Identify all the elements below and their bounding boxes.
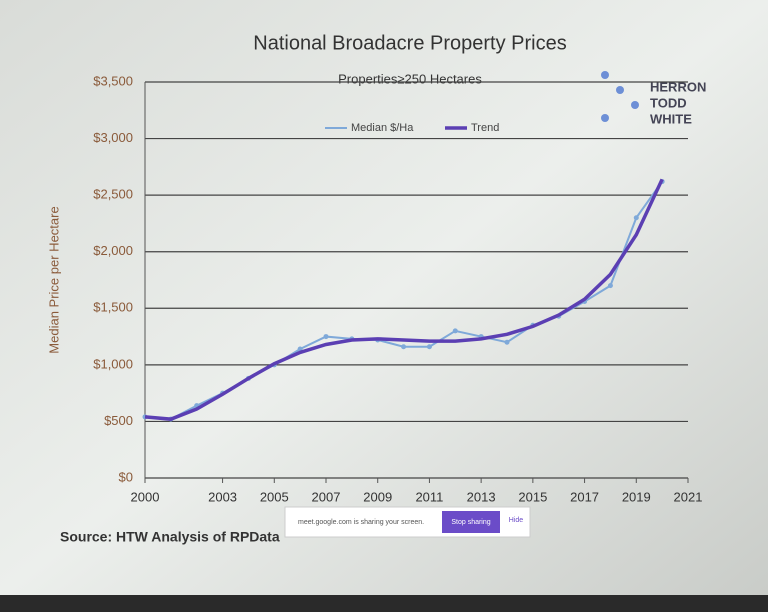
source: Source: HTW Analysis of RPData [60,529,280,545]
x-tick-label: 2021 [674,489,703,504]
y-tick-label: $0 [119,469,133,484]
point [452,328,458,334]
share-bar: meet.google.com is sharing your screen. … [284,506,531,538]
logo-text: TODD [650,95,687,110]
x-tick-label: 2003 [208,489,237,504]
y-axis-label: Median Price per Hectare [46,206,61,353]
hide-button[interactable]: Hide [509,517,524,524]
logo-dot [601,114,609,122]
point [504,339,510,345]
y-tick-label: $2,500 [93,187,133,202]
share-message: meet.google.com is sharing your screen. [298,519,424,526]
x-tick-label: 2011 [415,489,443,504]
x-tick-label: 2019 [622,489,651,504]
y-tick-label: $500 [104,413,133,428]
stop-button[interactable] [442,511,500,533]
x-tick-label: 2015 [518,489,547,504]
chart-subtitle: Properties≥250 Hectares [338,71,482,86]
point [633,215,639,221]
legend-label: Median $/Ha [351,122,414,134]
point [401,344,407,350]
chart-title: National Broadacre Property Prices [253,32,566,54]
logo-text: HERRON [650,79,706,94]
x-tick-label: 2005 [260,489,289,504]
logo-text: WHITE [650,111,692,126]
y-tick-label: $1,000 [93,356,133,371]
x-tick-label: 2017 [570,489,599,504]
y-tick-label: $3,500 [93,73,133,88]
y-tick-label: $3,000 [93,130,133,145]
point [607,283,613,289]
stop-label[interactable]: Stop sharing [451,519,490,526]
y-tick-label: $2,000 [93,243,133,258]
point [323,334,329,340]
series-line [144,178,664,421]
logo-dot [631,101,639,109]
x-tick-label: 2000 [131,489,160,504]
legend-label: Trend [471,122,499,134]
logo-dot [601,71,609,79]
logo-dot [616,86,624,94]
screen [0,0,768,595]
x-tick-label: 2013 [467,489,496,504]
y-tick-label: $1,500 [93,300,133,315]
x-tick-label: 2007 [312,489,341,504]
point [426,344,432,350]
logo: HERRON TODD WHITE [601,71,706,126]
x-tick-label: 2009 [363,489,392,504]
